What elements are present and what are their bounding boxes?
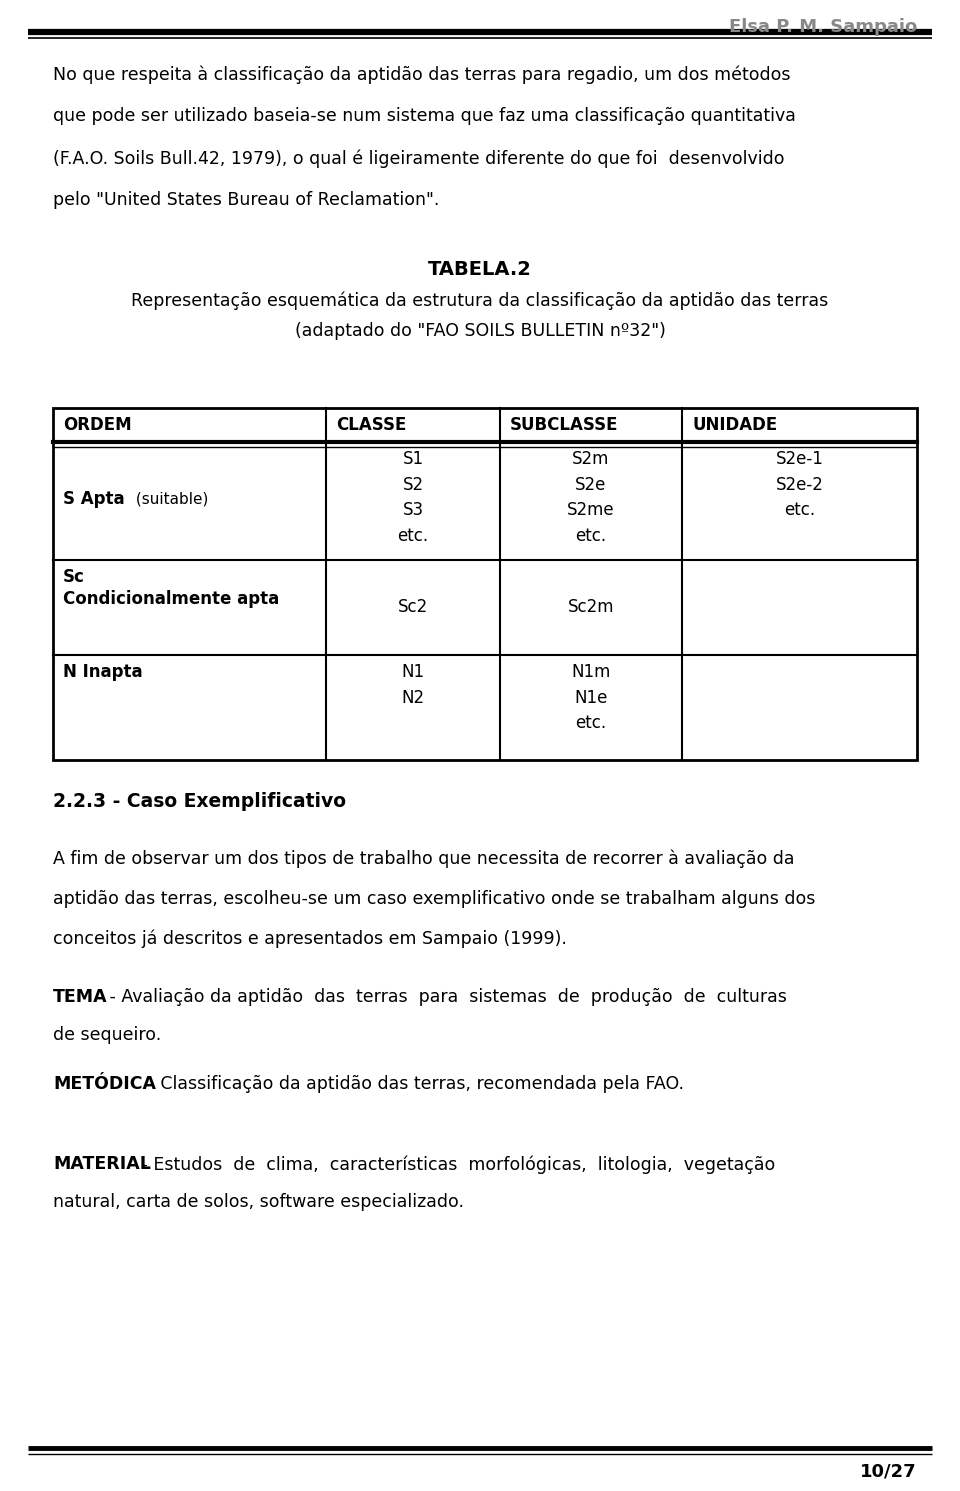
Text: TABELA.2: TABELA.2 [428,259,532,279]
Text: Sc2: Sc2 [397,598,428,616]
Text: - Avaliação da aptidão  das  terras  para  sistemas  de  produção  de  culturas: - Avaliação da aptidão das terras para s… [104,989,787,1006]
Text: Representação esquemática da estrutura da classificação da aptidão das terras: Representação esquemática da estrutura d… [132,292,828,310]
Text: Sc: Sc [63,568,84,586]
Text: aptidão das terras, escolheu-se um caso exemplificativo onde se trabalham alguns: aptidão das terras, escolheu-se um caso … [53,890,815,908]
Text: ORDEM: ORDEM [63,416,132,434]
Text: conceitos já descritos e apresentados em Sampaio (1999).: conceitos já descritos e apresentados em… [53,930,566,948]
Text: S Apta: S Apta [63,491,125,508]
Text: METÓDICA: METÓDICA [53,1075,156,1093]
Text: CLASSE: CLASSE [336,416,406,434]
Bar [53,409,917,760]
Text: Sc2m: Sc2m [567,598,614,616]
Text: N1m
N1e
etc.: N1m N1e etc. [571,663,611,732]
Text: SUBCLASSE: SUBCLASSE [510,416,618,434]
Text: TEMA: TEMA [53,989,108,1006]
Text: UNIDADE: UNIDADE [692,416,778,434]
Text: S2e-1
S2e-2
etc.: S2e-1 S2e-2 etc. [776,450,824,519]
Text: (F.A.O. Soils Bull.42, 1979), o qual é ligeiramente diferente do que foi  desenv: (F.A.O. Soils Bull.42, 1979), o qual é l… [53,149,784,167]
Text: No que respeita à classificação da aptidão das terras para regadio, um dos métod: No que respeita à classificação da aptid… [53,66,790,83]
Text: 10/27: 10/27 [860,1463,917,1481]
Text: que pode ser utilizado baseia-se num sistema que faz uma classificação quantitat: que pode ser utilizado baseia-se num sis… [53,107,796,125]
Text: A fim de observar um dos tipos de trabalho que necessita de recorrer à avaliação: A fim de observar um dos tipos de trabal… [53,850,795,868]
Text: S1
S2
S3
etc.: S1 S2 S3 etc. [397,450,428,546]
Text: Elsa P. M. Sampaio: Elsa P. M. Sampaio [729,18,917,36]
Text: MATERIAL: MATERIAL [53,1156,151,1173]
Text: S2m
S2e
S2me
etc.: S2m S2e S2me etc. [567,450,614,546]
Text: (adaptado do "FAO SOILS BULLETIN nº32"): (adaptado do "FAO SOILS BULLETIN nº32") [295,322,665,340]
Text: 2.2.3 - Caso Exemplificativo: 2.2.3 - Caso Exemplificativo [53,792,346,811]
Text: - Estudos  de  clima,  características  morfológicas,  litologia,  vegetação: - Estudos de clima, características morf… [136,1156,776,1173]
Text: natural, carta de solos, software especializado.: natural, carta de solos, software especi… [53,1193,464,1211]
Text: pelo "United States Bureau of Reclamation".: pelo "United States Bureau of Reclamatio… [53,191,440,209]
Text: N Inapta: N Inapta [63,663,143,681]
Text: - Classificação da aptidão das terras, recomendada pela FAO.: - Classificação da aptidão das terras, r… [143,1075,684,1093]
Text: de sequeiro.: de sequeiro. [53,1026,161,1044]
Text: (suitable): (suitable) [131,492,208,507]
Text: N1
N2: N1 N2 [401,663,424,707]
Text: Condicionalmente apta: Condicionalmente apta [63,590,279,608]
